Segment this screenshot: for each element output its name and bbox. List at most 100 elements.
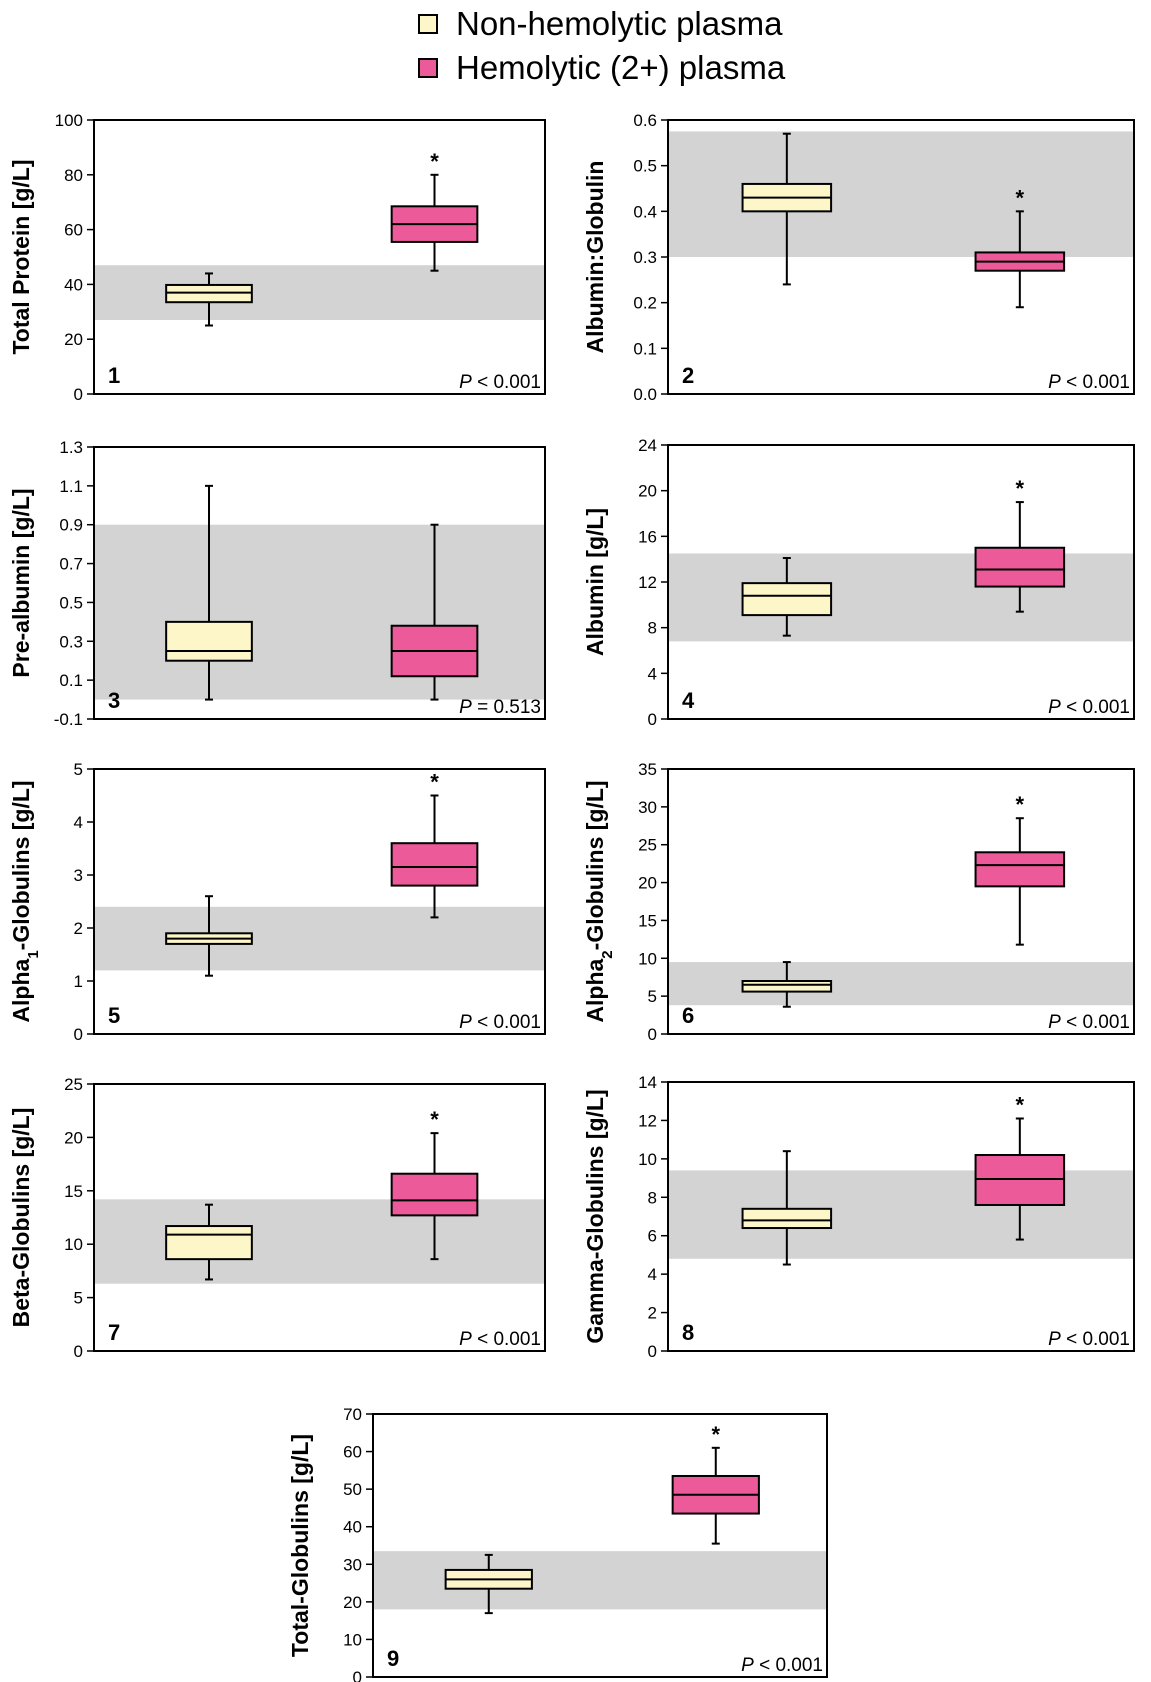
panel-number: 8 xyxy=(682,1320,694,1345)
y-tick-label: 14 xyxy=(638,1073,657,1092)
y-axis-label: Alpha2-Globulins [g/L] xyxy=(582,780,616,1022)
y-tick-label: 0.1 xyxy=(633,339,657,358)
y-axis-label: Beta-Globulins [g/L] xyxy=(8,1108,34,1328)
y-tick-label: 0.5 xyxy=(59,593,83,612)
y-tick-label: -0.1 xyxy=(54,710,83,729)
y-tick-label: 5 xyxy=(648,987,657,1006)
box-hemolytic: * xyxy=(974,476,1066,613)
y-tick-label: 80 xyxy=(64,166,83,185)
y-tick-label: 60 xyxy=(64,221,83,240)
y-tick-label: 25 xyxy=(64,1075,83,1094)
significance-star: * xyxy=(430,770,439,795)
y-tick-label: 20 xyxy=(64,1128,83,1147)
y-tick-label: 1.3 xyxy=(59,438,83,457)
y-tick-label: 0.3 xyxy=(59,632,83,651)
plot-frame xyxy=(93,119,546,395)
y-tick-label: 15 xyxy=(638,911,657,930)
y-tick-label: 0 xyxy=(74,1342,83,1361)
y-axis-label: Albumin:Globulin xyxy=(582,161,608,354)
legend: Non-hemolytic plasma Hemolytic (2+) plas… xyxy=(418,2,785,90)
box-hemolytic: * xyxy=(974,792,1066,946)
plot-frame xyxy=(93,768,546,1035)
box-non-hemolytic xyxy=(741,1150,833,1266)
plot-frame xyxy=(372,1413,828,1678)
box-iqr xyxy=(974,851,1066,888)
box-iqr xyxy=(165,620,253,662)
box-hemolytic: * xyxy=(974,1093,1066,1241)
y-tick-label: 4 xyxy=(648,1265,657,1284)
y-tick-label: 0.0 xyxy=(633,385,657,404)
legend-item-hemolytic: Hemolytic (2+) plasma xyxy=(418,46,785,90)
p-value-label: P < 0.001 xyxy=(1048,372,1130,393)
y-tick-label: 0.5 xyxy=(633,157,657,176)
y-tick-label: 30 xyxy=(343,1555,362,1574)
y-tick-label: 1 xyxy=(74,972,83,991)
p-value-label: P < 0.001 xyxy=(1048,1012,1130,1033)
y-tick-label: 20 xyxy=(638,874,657,893)
box-iqr xyxy=(741,980,833,993)
y-tick-label: 0 xyxy=(648,1025,657,1044)
reference-range-band xyxy=(668,962,1134,1006)
y-tick-label: 4 xyxy=(648,664,657,683)
significance-star: * xyxy=(711,1422,720,1447)
y-tick-label: 0 xyxy=(648,710,657,729)
box-iqr xyxy=(390,842,479,887)
box-iqr xyxy=(741,1207,833,1230)
y-tick-label: 20 xyxy=(64,330,83,349)
y-tick-label: 0.7 xyxy=(59,555,83,574)
y-axis-label: Total-Globulins [g/L] xyxy=(287,1434,313,1657)
y-tick-label: 2 xyxy=(74,919,83,938)
panel-number: 4 xyxy=(682,688,695,713)
legend-label-hemolytic: Hemolytic (2+) plasma xyxy=(456,49,786,86)
box-hemolytic: * xyxy=(671,1422,760,1545)
y-axis-label: Alpha1-Globulins [g/L] xyxy=(8,780,42,1022)
significance-star: * xyxy=(1016,185,1025,210)
y-tick-label: 10 xyxy=(343,1630,362,1649)
y-tick-label: 100 xyxy=(55,111,83,130)
y-tick-label: 50 xyxy=(343,1480,362,1499)
box-hemolytic: * xyxy=(390,149,479,272)
y-tick-label: 0.2 xyxy=(633,294,657,313)
p-value-label: P < 0.001 xyxy=(1048,1329,1130,1350)
y-tick-label: 2 xyxy=(648,1304,657,1323)
legend-swatch-non-hemolytic xyxy=(418,14,438,34)
y-tick-label: 5 xyxy=(74,760,83,779)
y-tick-label: 5 xyxy=(74,1289,83,1308)
y-tick-label: 4 xyxy=(74,813,83,832)
significance-star: * xyxy=(1016,792,1025,817)
box-iqr xyxy=(390,1172,479,1217)
chart-panel-5: 0 1 2 3 4 5 * 5 P < 0.001 Alpha1-Globulins [g/L] xyxy=(8,760,546,1044)
box-non-hemolytic xyxy=(165,895,253,977)
y-tick-label: 10 xyxy=(64,1235,83,1254)
panel-number: 5 xyxy=(108,1003,120,1028)
box-non-hemolytic xyxy=(741,961,833,1008)
y-tick-label: 35 xyxy=(638,760,657,779)
y-tick-label: 8 xyxy=(648,619,657,638)
box-iqr xyxy=(165,1225,253,1261)
reference-range-band xyxy=(94,265,545,321)
y-tick-label: 10 xyxy=(638,949,657,968)
chart-panel-7: 0 5 10 15 20 25 * 7 P < 0.001 Beta-Globulins [g/L… xyxy=(8,1075,546,1361)
significance-star: * xyxy=(1016,476,1025,501)
plot-frame xyxy=(667,1081,1135,1352)
reference-range-band xyxy=(668,131,1134,257)
y-tick-label: 70 xyxy=(343,1405,362,1424)
panel-number: 7 xyxy=(108,1320,120,1345)
chart-panel-6: 0 5 10 15 20 25 30 35 * 6 P < 0.001 Alpha2-Globulin… xyxy=(582,760,1135,1044)
chart-panel-4: 0 4 8 12 16 20 24 * 4 P < 0.001 Albumin [g/L] xyxy=(582,436,1135,729)
y-tick-label: 0.9 xyxy=(59,516,83,535)
y-tick-label: 0 xyxy=(353,1668,362,1682)
y-tick-label: 30 xyxy=(638,798,657,817)
panel-number: 6 xyxy=(682,1003,694,1028)
y-tick-label: 40 xyxy=(64,275,83,294)
y-tick-label: 60 xyxy=(343,1443,362,1462)
legend-label-non-hemolytic: Non-hemolytic plasma xyxy=(456,5,783,42)
y-tick-label: 40 xyxy=(343,1518,362,1537)
p-value-label: P < 0.001 xyxy=(459,1012,541,1033)
y-tick-label: 6 xyxy=(648,1227,657,1246)
plot-frame xyxy=(93,446,546,720)
significance-star: * xyxy=(430,1107,439,1132)
y-tick-label: 8 xyxy=(648,1188,657,1207)
plot-frame xyxy=(667,444,1135,720)
